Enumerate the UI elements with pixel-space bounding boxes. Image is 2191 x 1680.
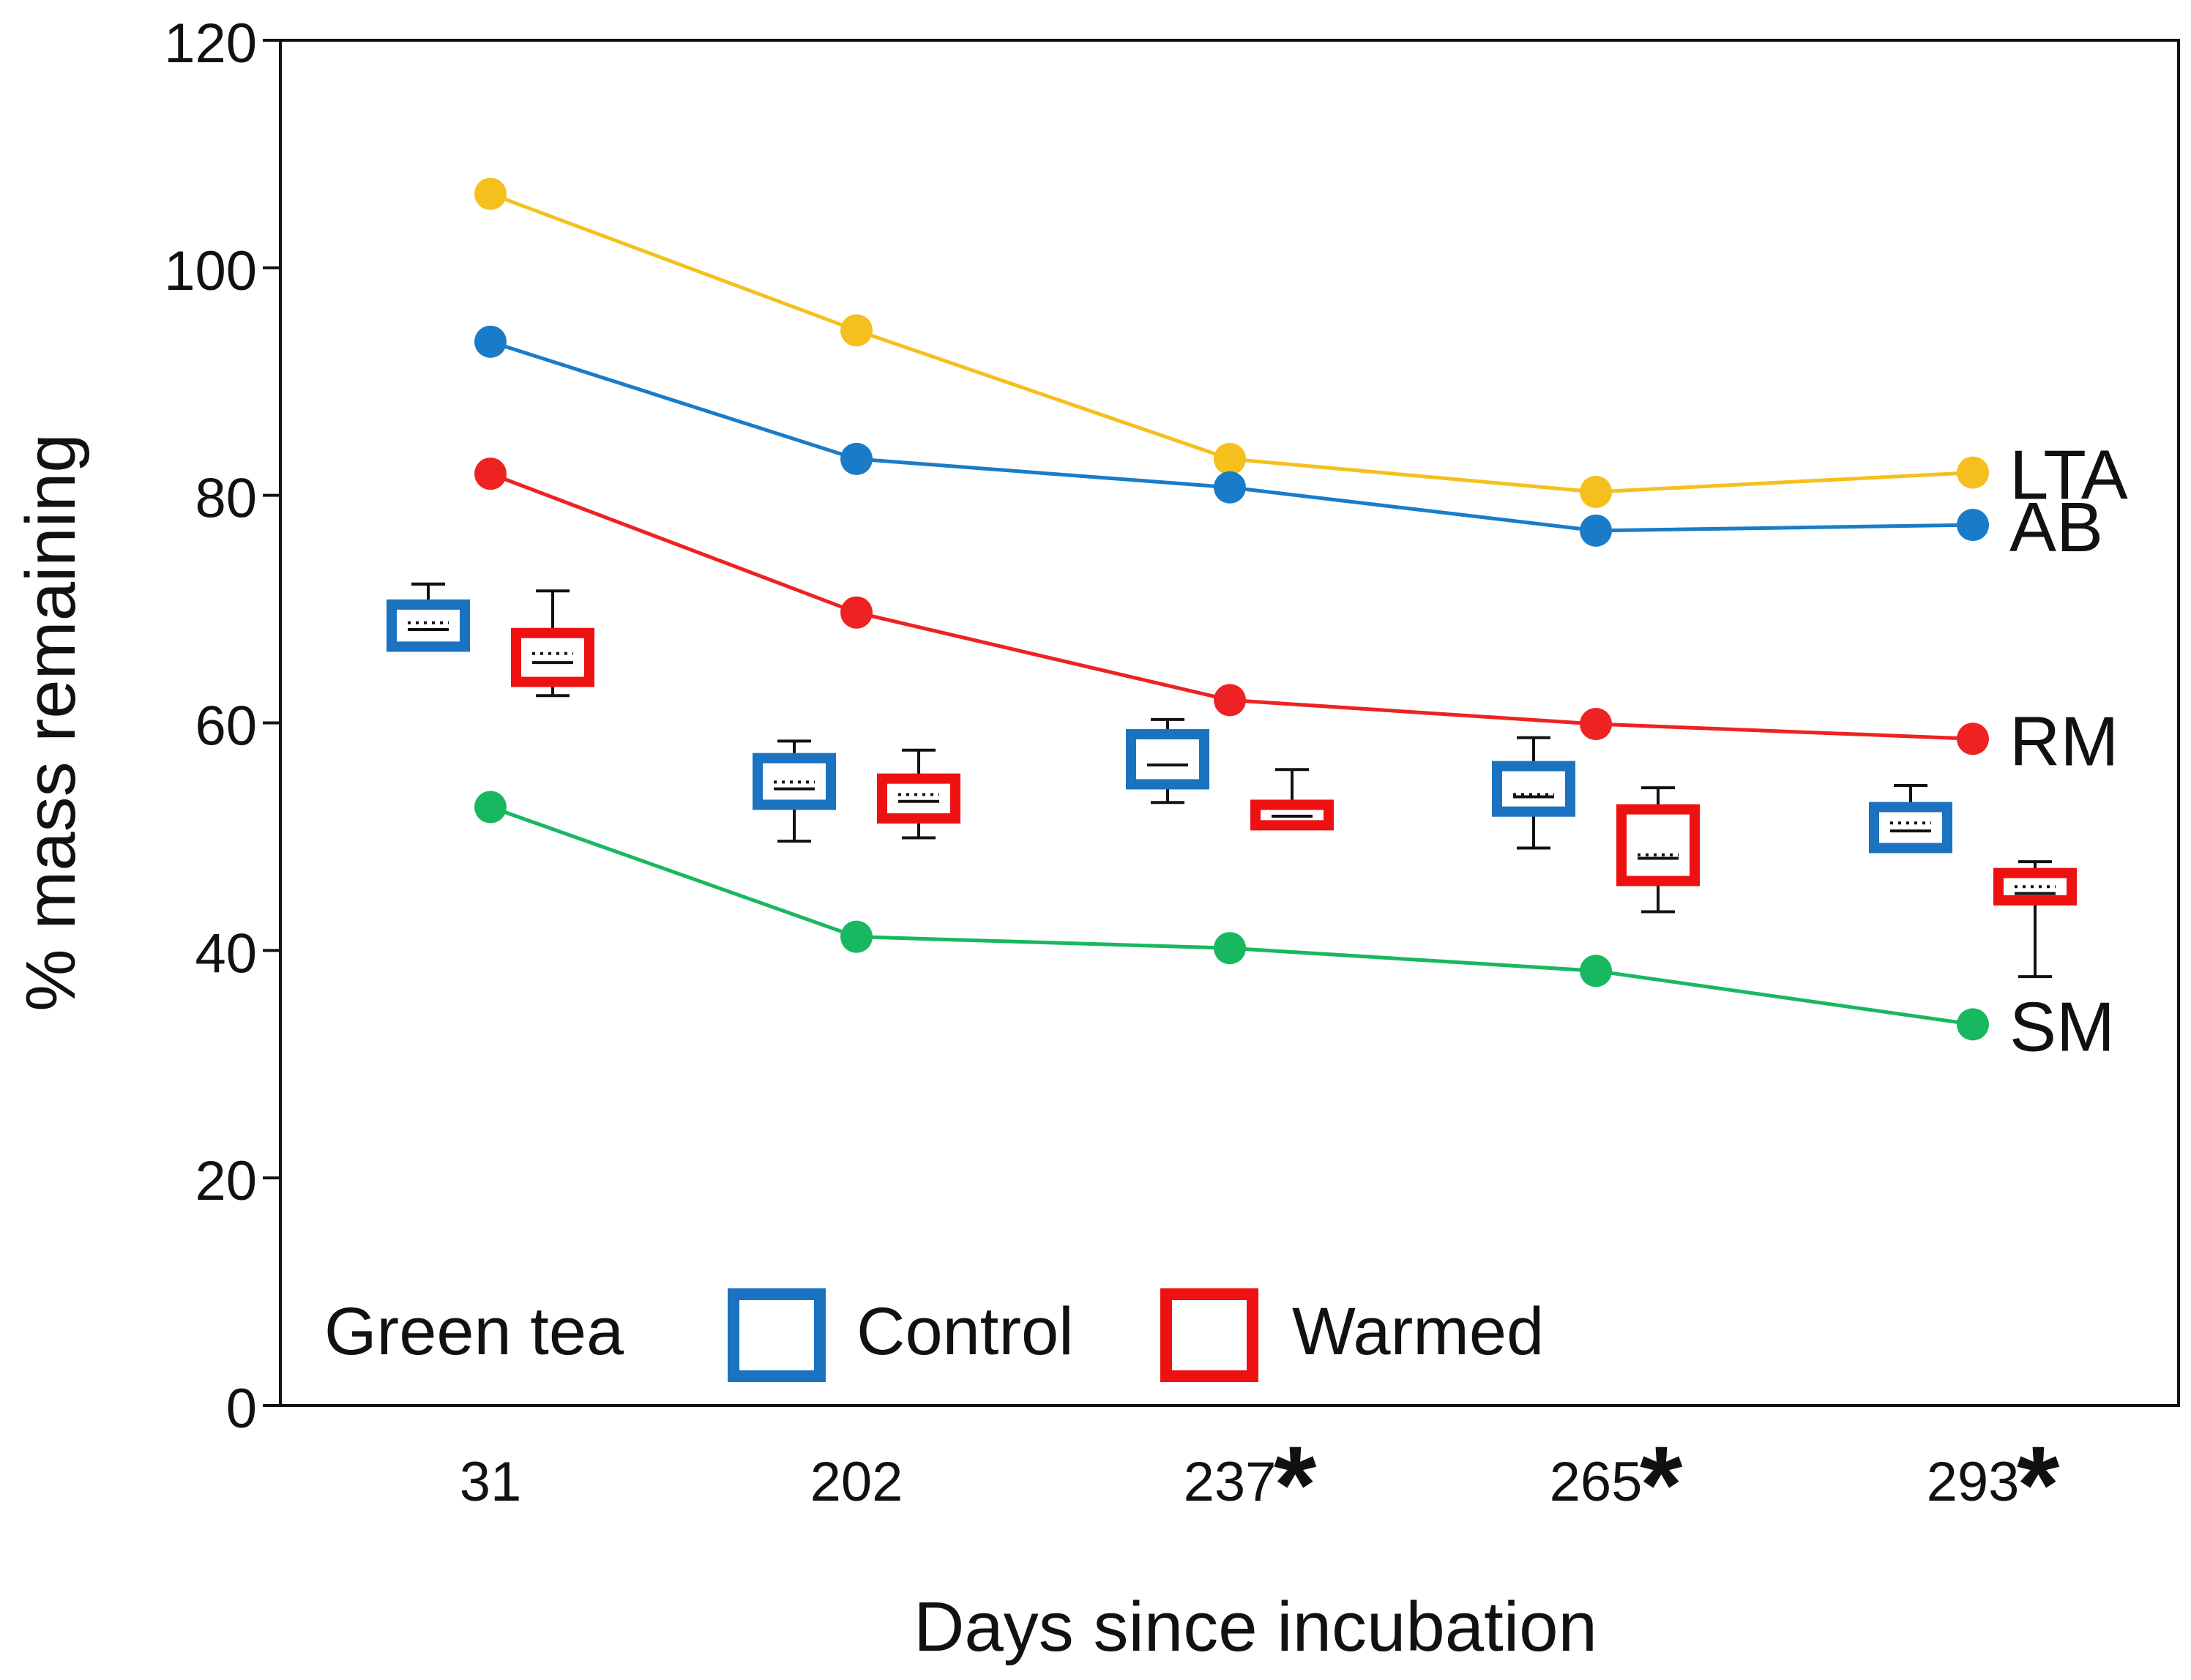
x-tick-label: 31	[460, 1451, 522, 1513]
series-point-rm	[840, 596, 873, 629]
legend-label-control: Control	[856, 1294, 1074, 1369]
box-warmed	[511, 627, 594, 687]
series-point-ab	[1580, 514, 1612, 547]
legend-swatch-warmed	[1160, 1288, 1258, 1382]
series-point-sm	[840, 920, 873, 953]
box-control	[1492, 761, 1575, 817]
x-tick-label: 237	[1184, 1451, 1277, 1513]
series-label-sm: SM	[2009, 988, 2115, 1066]
box-control	[387, 599, 470, 652]
series-label-ab: AB	[2009, 488, 2103, 567]
series-line-sm	[490, 805, 1974, 1026]
series-point-lta	[840, 314, 873, 347]
x-tick-label: 265	[1550, 1451, 1643, 1513]
series-point-ab	[1957, 509, 1989, 542]
y-tick-label: 80	[195, 468, 257, 530]
significance-marker: *	[2017, 1423, 2060, 1546]
legend-swatch-control	[728, 1288, 826, 1382]
series-point-rm	[474, 458, 507, 490]
series-point-sm	[1580, 955, 1612, 988]
y-tick-label: 120	[164, 12, 257, 75]
series-point-rm	[1580, 708, 1612, 741]
x-tick-label: 293	[1927, 1451, 2020, 1513]
x-axis-label: Days since incubation	[914, 1588, 1597, 1666]
series-point-lta	[1214, 442, 1246, 475]
boxplot-layer	[387, 582, 2077, 979]
series-point-rm	[1214, 684, 1246, 717]
significance-marker: *	[1640, 1423, 1683, 1546]
box-control	[1869, 802, 1952, 854]
series-label-rm: RM	[2009, 702, 2119, 780]
x-axis: 31 202 237* 265* 293*	[460, 1423, 2060, 1546]
significance-marker: *	[1274, 1423, 1317, 1546]
legend-title: Green tea	[324, 1294, 624, 1369]
series-label-lta: LTA	[2009, 436, 2128, 515]
box-warmed	[1993, 867, 2077, 906]
y-tick-label: 40	[195, 922, 257, 985]
y-axis-label: % mass remaining	[12, 433, 90, 1012]
series-point-rm	[1957, 723, 1989, 755]
series-point-lta	[1580, 476, 1612, 509]
y-tick-label: 0	[226, 1378, 257, 1440]
series-point-sm	[474, 791, 507, 824]
plot-frame	[279, 39, 2180, 1407]
box-control	[753, 753, 836, 810]
series-point-ab	[474, 325, 507, 358]
box-warmed	[877, 773, 960, 824]
box-warmed	[1616, 804, 1700, 886]
y-axis: 0 20 40 60 80 100 120	[164, 12, 280, 1440]
series-point-ab	[840, 442, 873, 475]
legend-label-warmed: Warmed	[1292, 1294, 1544, 1369]
y-tick-label: 20	[195, 1150, 257, 1212]
box-control	[1126, 729, 1209, 790]
series-point-lta	[474, 177, 507, 210]
series-point-ab	[1214, 471, 1246, 504]
series-point-lta	[1957, 456, 1989, 489]
legend: Green tea Control Warmed	[324, 1288, 1544, 1382]
y-tick-label: 100	[164, 240, 257, 302]
y-tick-label: 60	[195, 695, 257, 758]
x-tick-label: 202	[810, 1451, 903, 1513]
series-point-sm	[1214, 932, 1246, 965]
series-point-sm	[1957, 1008, 1989, 1041]
